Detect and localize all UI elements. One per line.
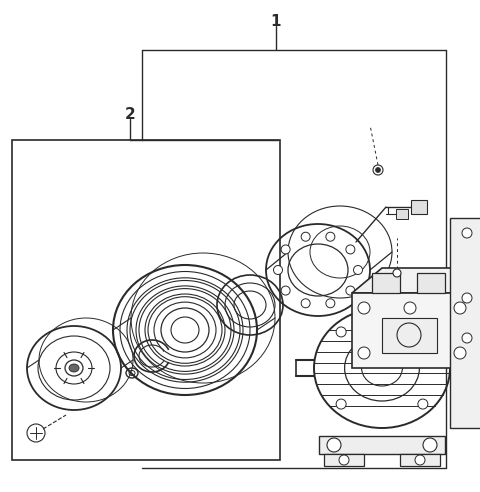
Bar [411, 200, 427, 214]
Circle shape [336, 327, 346, 337]
Bar [400, 454, 440, 466]
Circle shape [418, 399, 428, 409]
Circle shape [462, 228, 472, 238]
Circle shape [454, 302, 466, 314]
Bar [12, 140, 280, 460]
Circle shape [462, 333, 472, 343]
Text: 2: 2 [125, 107, 135, 122]
Circle shape [373, 165, 383, 175]
Bar [324, 454, 364, 466]
Circle shape [339, 455, 349, 465]
Text: 1: 1 [271, 14, 281, 29]
Polygon shape [352, 268, 480, 293]
Bar [417, 273, 445, 293]
Circle shape [281, 286, 290, 295]
Circle shape [454, 347, 466, 359]
Circle shape [415, 455, 425, 465]
Circle shape [404, 302, 416, 314]
Circle shape [327, 438, 341, 452]
Bar [396, 209, 408, 219]
Circle shape [301, 299, 310, 308]
Circle shape [423, 438, 437, 452]
Circle shape [462, 293, 472, 303]
Circle shape [393, 269, 401, 277]
Circle shape [281, 245, 290, 254]
Circle shape [346, 286, 355, 295]
Circle shape [301, 232, 310, 241]
Circle shape [358, 302, 370, 314]
Circle shape [336, 399, 346, 409]
Circle shape [346, 245, 355, 254]
Circle shape [326, 232, 335, 241]
Bar [450, 218, 480, 428]
Bar [352, 293, 472, 368]
Circle shape [418, 327, 428, 337]
Ellipse shape [69, 364, 79, 372]
Circle shape [358, 347, 370, 359]
Circle shape [353, 266, 362, 275]
Bar [319, 436, 445, 454]
Circle shape [326, 299, 335, 308]
Bar [372, 273, 400, 293]
Circle shape [375, 167, 381, 173]
Bar [382, 318, 437, 353]
Circle shape [274, 266, 283, 275]
